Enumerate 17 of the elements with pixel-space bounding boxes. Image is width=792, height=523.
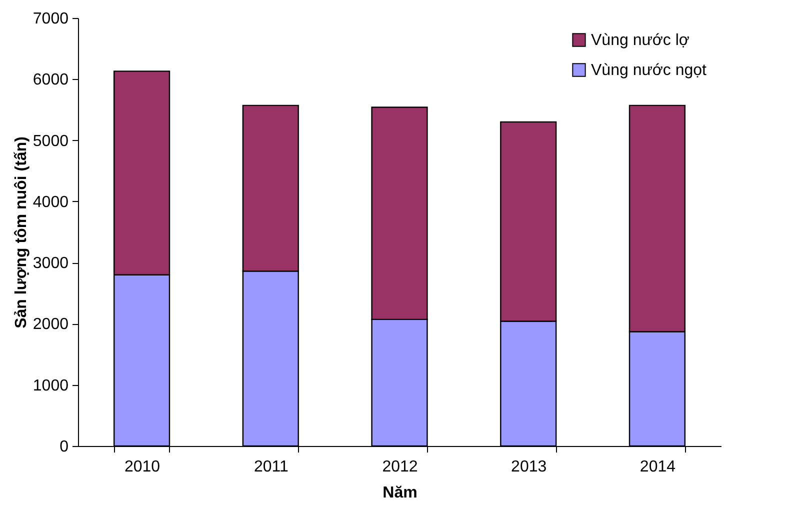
x-tick-label: 2014	[640, 458, 676, 476]
y-axis-title: Sản lượng tôm nuôi (tấn)	[12, 136, 30, 328]
y-tick-label: 4000	[32, 194, 69, 211]
y-tick-label: 6000	[32, 72, 69, 89]
y-tick-label: 3000	[32, 255, 69, 272]
legend-label: Vùng nước ngọt	[591, 62, 708, 79]
x-tick-label: 2010	[124, 458, 160, 476]
x-tick-label: 2012	[382, 458, 418, 476]
x-tick-label: 2013	[511, 458, 547, 476]
x-axis-title: Năm	[382, 484, 418, 502]
y-tick-label: 5000	[32, 132, 69, 150]
y-tick-label: 1000	[32, 377, 69, 394]
x-tick-label: 2011	[254, 458, 288, 476]
y-tick-label: 2000	[32, 316, 69, 334]
legend-label: Vùng nước lợ	[591, 32, 690, 49]
y-tick-label: 7000	[32, 10, 69, 28]
y-tick-label: 0	[60, 438, 69, 456]
